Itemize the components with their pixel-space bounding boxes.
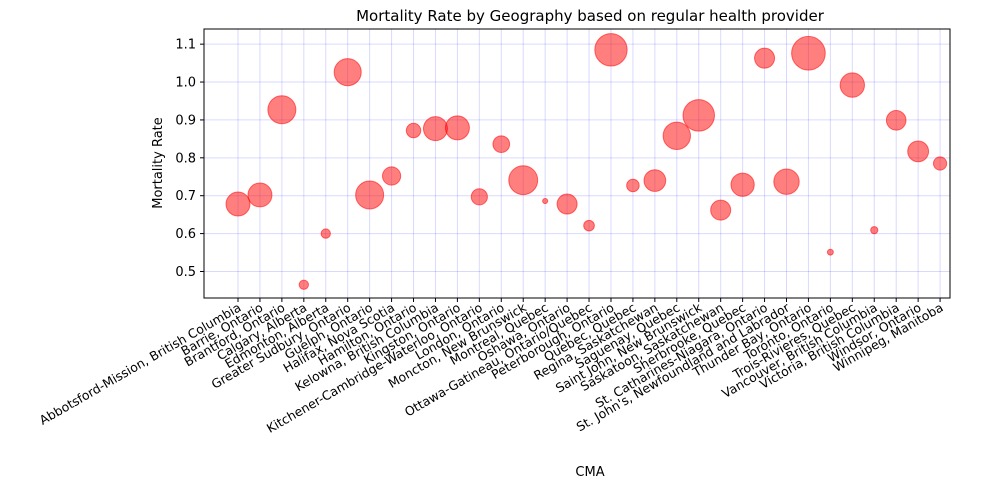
data-point	[333, 58, 362, 87]
data-point	[267, 95, 297, 125]
data-point	[773, 168, 800, 195]
data-point	[583, 219, 595, 232]
chart-title: Mortality Rate by Geography based on reg…	[356, 7, 825, 25]
data-point	[444, 115, 470, 141]
data-point	[839, 72, 865, 98]
data-point	[791, 35, 826, 71]
data-point	[422, 116, 448, 142]
grid-lines	[204, 29, 950, 298]
data-point	[826, 248, 834, 256]
data-point	[682, 99, 715, 132]
data-points	[225, 33, 948, 290]
y-tick-label: 0.5	[175, 265, 196, 280]
data-point	[730, 172, 755, 197]
data-point	[508, 165, 539, 196]
y-tick-label: 0.9	[175, 113, 196, 128]
data-point	[754, 47, 776, 69]
y-axis-label: Mortality Rate	[151, 117, 166, 209]
data-point	[870, 226, 879, 235]
y-tick-label: 1.1	[175, 38, 196, 53]
data-point	[298, 279, 309, 290]
data-point	[907, 140, 930, 163]
y-tick-label: 1.0	[175, 76, 196, 91]
data-point	[643, 169, 667, 192]
x-axis-label: CMA	[575, 465, 604, 480]
data-point	[932, 156, 948, 171]
data-point	[626, 178, 640, 193]
data-point	[405, 122, 422, 139]
data-point	[662, 121, 691, 151]
data-point	[247, 182, 273, 208]
y-axis-ticks: 0.5 0.6 0.7 0.8 0.9 1.0 1.1	[175, 38, 204, 280]
data-point	[355, 180, 385, 210]
y-tick-label: 0.7	[175, 189, 196, 204]
data-point	[594, 33, 628, 67]
data-point	[885, 110, 907, 131]
plot-frame	[203, 28, 951, 299]
data-point	[320, 228, 331, 239]
data-point	[492, 135, 511, 154]
y-tick-label: 0.6	[175, 227, 196, 242]
data-point	[381, 166, 402, 186]
data-point	[556, 193, 578, 215]
data-point	[225, 191, 251, 217]
y-tick-label: 0.8	[175, 151, 196, 166]
data-point	[542, 197, 549, 205]
data-point	[470, 188, 488, 206]
data-point	[710, 199, 732, 221]
